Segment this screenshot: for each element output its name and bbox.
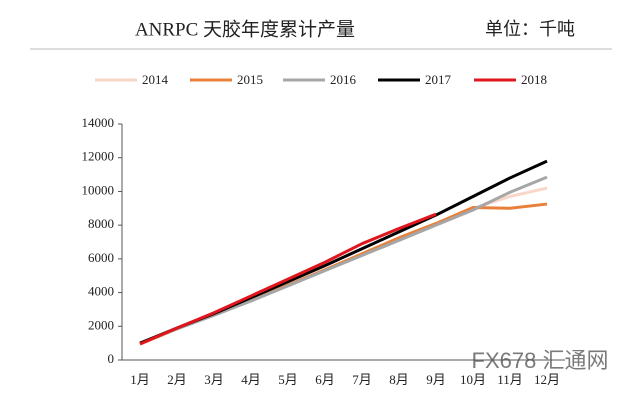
x-tick-label: 3月 — [204, 372, 224, 387]
y-tick-label: 4000 — [88, 284, 114, 299]
x-tick-label: 11月 — [497, 372, 523, 387]
legend-label: 2015 — [237, 72, 263, 87]
legend-label: 2016 — [330, 72, 357, 87]
x-tick-label: 12月 — [534, 372, 560, 387]
y-tick-label: 8000 — [88, 216, 114, 231]
series-line — [139, 212, 437, 346]
y-tick-label: 10000 — [82, 182, 115, 197]
y-tick-label: 2000 — [88, 317, 114, 332]
x-tick-label: 9月 — [426, 372, 446, 387]
series-line — [139, 202, 548, 346]
unit-label: 单位：千吨 — [485, 19, 575, 39]
y-tick-label: 6000 — [88, 250, 114, 265]
legend-label: 2017 — [425, 72, 452, 87]
x-tick-label: 6月 — [315, 372, 335, 387]
x-tick-label: 5月 — [278, 372, 298, 387]
y-tick-label: 14000 — [82, 115, 115, 130]
x-tick-label: 1月 — [130, 372, 150, 387]
x-tick-label: 8月 — [389, 372, 409, 387]
legend-label: 2018 — [521, 72, 547, 87]
x-tick-label: 10月 — [460, 372, 486, 387]
y-tick-label: 0 — [108, 351, 115, 366]
legend-label: 2014 — [142, 72, 169, 87]
x-tick-label: 7月 — [352, 372, 372, 387]
x-tick-label: 2月 — [167, 372, 187, 387]
y-tick-label: 12000 — [82, 149, 115, 164]
x-tick-label: 4月 — [241, 372, 261, 387]
chart-title: ANRPC 天胶年度累计产量 — [135, 18, 355, 40]
